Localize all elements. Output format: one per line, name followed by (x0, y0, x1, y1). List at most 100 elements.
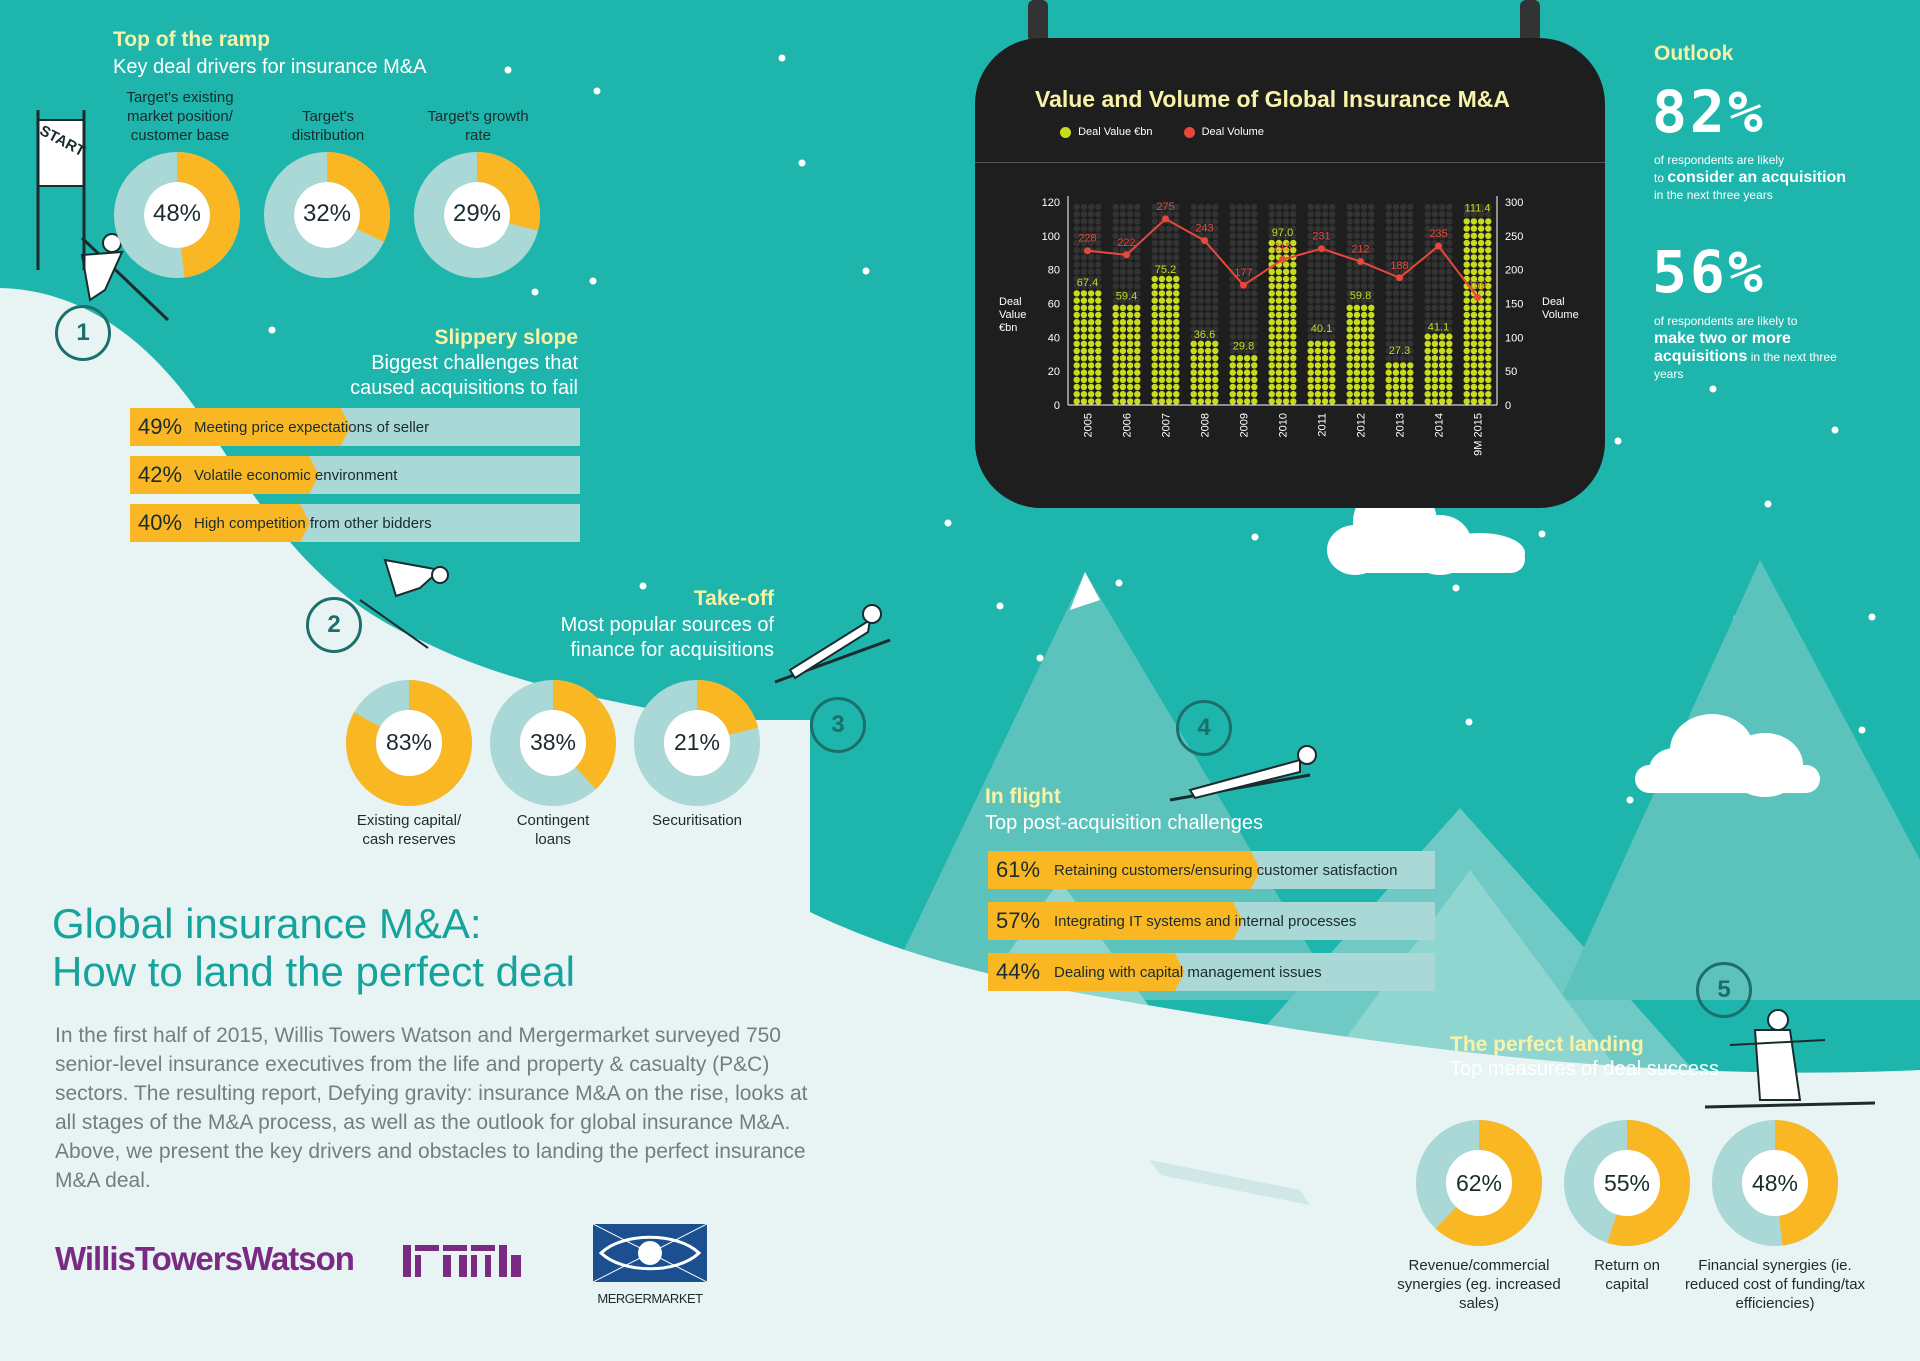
chart-bg-dot (1243, 254, 1251, 261)
chart-bar-dot (1392, 391, 1400, 398)
chart-bg-dot (1470, 211, 1478, 218)
chart-bg-dot (1165, 247, 1173, 254)
chart-bar-dot (1463, 268, 1470, 275)
chart-bg-dot (1080, 211, 1088, 218)
chart-bar-dot (1173, 355, 1180, 362)
chart-bg-dot (1087, 203, 1095, 211)
chart-bg-dot (1385, 232, 1392, 239)
chart-xtick: 2005 (1083, 413, 1095, 437)
intro-paragraph: In the first half of 2015, Willis Towers… (55, 1024, 808, 1192)
chart-bg-dot (1368, 239, 1375, 247)
chart-bg-dot (1385, 225, 1392, 232)
chart-bg-dot (1399, 347, 1407, 355)
chart-bar-dot (1485, 326, 1492, 333)
chart-bar-dot (1477, 355, 1485, 362)
ramp-pct-2: 32% (302, 200, 352, 227)
chart-bar-dot (1073, 297, 1080, 304)
chart-bg-dot (1360, 268, 1368, 275)
chart-bg-dot (1399, 225, 1407, 232)
chart-bg-dot (1236, 218, 1244, 225)
chart-bg-dot (1243, 326, 1251, 333)
chart-bar-dot (1080, 304, 1088, 311)
chart-bar-dot (1268, 383, 1275, 391)
chart-bg-dot (1346, 203, 1353, 211)
chart-bg-dot (1431, 290, 1439, 297)
chart-bg-dot (1251, 319, 1258, 326)
chart-bg-dot (1360, 218, 1368, 225)
chart-bg-dot (1438, 290, 1446, 297)
chart-bar-dot (1212, 362, 1219, 369)
chart-bg-dot (1190, 290, 1197, 297)
chart-ylabel-left: Deal Value €bn (999, 296, 1027, 334)
donut-center (520, 710, 586, 776)
chart-bar-dot (1173, 369, 1180, 376)
chart-bg-dot (1321, 268, 1329, 275)
chart-bg-dot (1197, 319, 1205, 326)
chart-xtick: 2012 (1356, 413, 1368, 437)
chart-bar-dot (1165, 369, 1173, 376)
chart-bg-dot (1197, 254, 1205, 261)
chart-bg-dot (1080, 218, 1088, 225)
chart-bg-dot (1212, 275, 1219, 283)
chart-bar-dot (1399, 383, 1407, 391)
chart-bar-dot (1431, 391, 1439, 398)
chart-bg-dot (1431, 304, 1439, 311)
chart-bar-dot (1290, 290, 1297, 297)
chart-bar-dot (1321, 383, 1329, 391)
chart-bar-dot (1314, 376, 1322, 383)
chart-bg-dot (1073, 239, 1080, 247)
chart-bar-dot (1095, 391, 1102, 398)
chart-bg-dot (1126, 275, 1134, 283)
chart-bar-dot (1095, 304, 1102, 311)
chart-bg-dot (1321, 203, 1329, 211)
chart-bg-dot (1368, 297, 1375, 304)
chart-bg-dot (1243, 297, 1251, 304)
chart-bar-dot (1353, 311, 1361, 319)
chart-bar-dot (1151, 391, 1158, 398)
chart-bg-dot (1399, 340, 1407, 347)
chart-xtick: 9M 2015 (1473, 413, 1485, 456)
chart-bg-dot (1095, 283, 1102, 290)
page-title: Global insurance M&A: How to land the pe… (52, 900, 575, 996)
chart-bar-dot (1368, 326, 1375, 333)
chart-bg-dot (1399, 355, 1407, 362)
chart-bar-dot (1229, 355, 1236, 362)
chart-bar-dot (1173, 383, 1180, 391)
chart-bar-dot (1112, 362, 1119, 369)
chart-bar-dot (1470, 383, 1478, 391)
chart-bar-dot (1346, 398, 1353, 405)
chart-bg-dot (1446, 297, 1453, 304)
chart-bg-dot (1095, 261, 1102, 268)
wtw-logo-mark (403, 1245, 521, 1277)
chart-bg-dot (1407, 290, 1414, 297)
donut-center (376, 710, 442, 776)
chart-bg-dot (1236, 254, 1244, 261)
chart-bg-dot (1477, 211, 1485, 218)
chart-bg-dot (1126, 232, 1134, 239)
chart-bar-dot (1151, 398, 1158, 405)
chart-bg-dot (1353, 297, 1361, 304)
chart-bar-dot (1485, 290, 1492, 297)
chart-bar-dot (1485, 398, 1492, 405)
chart-bar-dot (1424, 333, 1431, 340)
chart-bar-dot (1314, 347, 1322, 355)
outlook-stat-2-bold: make two or more acquisitions (1654, 330, 1791, 365)
chart-bar-dot (1314, 398, 1322, 405)
chart-bar-dot (1119, 391, 1127, 398)
ski-hill (0, 288, 1920, 1361)
chart-bg-dot (1368, 283, 1375, 290)
chart-bar-dot (1158, 362, 1166, 369)
chart-bar-dot (1431, 340, 1439, 347)
chart-bg-dot (1251, 218, 1258, 225)
ramp-donut-1 (114, 152, 240, 278)
chart-bg-dot (1407, 319, 1414, 326)
chart-bg-dot (1190, 326, 1197, 333)
chart-bar-dot (1151, 304, 1158, 311)
chart-bg-dot (1329, 203, 1336, 211)
outlook-stat-1-mid: to consider an acquisition (1654, 169, 1904, 187)
chart-bg-dot (1290, 203, 1297, 211)
chart-bar-dot (1290, 319, 1297, 326)
chart-bar-dot (1119, 347, 1127, 355)
chart-bar-dot (1424, 398, 1431, 405)
